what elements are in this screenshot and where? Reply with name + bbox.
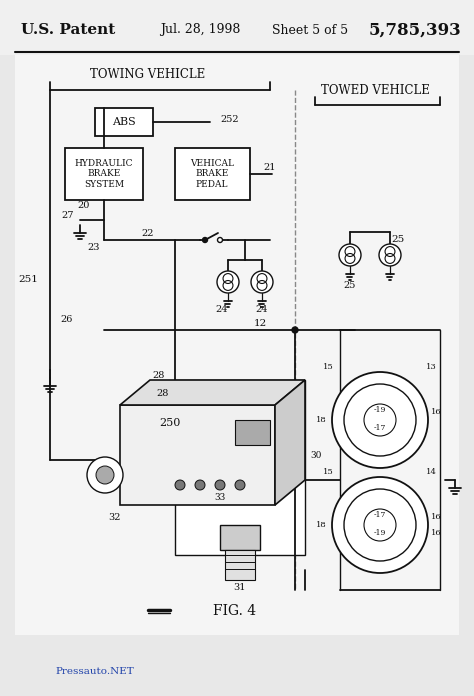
Text: 18: 18 <box>316 521 327 529</box>
Text: ABS: ABS <box>112 117 136 127</box>
Circle shape <box>235 480 245 490</box>
Text: 22: 22 <box>142 228 154 237</box>
Circle shape <box>215 480 225 490</box>
Circle shape <box>175 480 185 490</box>
Text: 13: 13 <box>426 363 437 371</box>
Bar <box>220 525 260 550</box>
Circle shape <box>251 271 273 293</box>
Bar <box>120 405 275 505</box>
Text: Sheet 5 of 5: Sheet 5 of 5 <box>272 24 348 36</box>
Circle shape <box>195 480 205 490</box>
Text: 24: 24 <box>256 306 268 315</box>
Circle shape <box>332 477 428 573</box>
Text: VEHICAL
BRAKE
PEDAL: VEHICAL BRAKE PEDAL <box>190 159 234 189</box>
Text: 20: 20 <box>78 200 90 209</box>
Bar <box>235 420 270 445</box>
Bar <box>15 55 459 635</box>
Text: 251: 251 <box>18 276 38 285</box>
Text: 33: 33 <box>214 493 226 502</box>
Text: 28: 28 <box>157 388 169 397</box>
Text: TOWING VEHICLE: TOWING VEHICLE <box>91 68 206 81</box>
Text: 21: 21 <box>263 164 275 173</box>
Circle shape <box>217 271 239 293</box>
Bar <box>95 108 153 136</box>
Text: 16: 16 <box>431 513 442 521</box>
Bar <box>175 148 250 200</box>
Text: TOWED VEHICLE: TOWED VEHICLE <box>320 84 429 97</box>
Text: -17: -17 <box>374 424 386 432</box>
Text: 15: 15 <box>323 363 334 371</box>
Text: 5,785,393: 5,785,393 <box>369 22 461 38</box>
Text: 32: 32 <box>109 512 121 521</box>
Text: 250: 250 <box>159 418 181 428</box>
Text: 24: 24 <box>216 306 228 315</box>
Text: 30: 30 <box>310 450 321 459</box>
Bar <box>65 148 143 200</box>
Text: 27: 27 <box>62 212 74 221</box>
Text: 252: 252 <box>220 115 238 123</box>
Polygon shape <box>275 380 305 505</box>
Text: Pressauto.NET: Pressauto.NET <box>55 667 134 677</box>
Text: 25: 25 <box>344 280 356 290</box>
Text: -19: -19 <box>374 529 386 537</box>
Circle shape <box>96 466 114 484</box>
Circle shape <box>292 327 298 333</box>
Text: 18: 18 <box>316 416 327 424</box>
Text: -17: -17 <box>374 511 386 519</box>
Text: U.S. Patent: U.S. Patent <box>21 23 115 37</box>
Text: FIG. 4: FIG. 4 <box>213 604 256 618</box>
Bar <box>0 0 474 55</box>
Text: Jul. 28, 1998: Jul. 28, 1998 <box>160 24 240 36</box>
Text: 15: 15 <box>323 468 334 476</box>
Text: 14: 14 <box>426 468 437 476</box>
Circle shape <box>379 244 401 266</box>
Text: 16: 16 <box>431 408 442 416</box>
Text: -19: -19 <box>374 406 386 414</box>
Text: 26: 26 <box>60 315 73 324</box>
Text: 25: 25 <box>392 235 405 244</box>
Bar <box>175 380 305 555</box>
Text: 23: 23 <box>87 244 100 253</box>
Text: 16: 16 <box>431 529 442 537</box>
Circle shape <box>332 372 428 468</box>
Circle shape <box>202 237 208 242</box>
Bar <box>225 550 255 580</box>
Polygon shape <box>120 380 305 405</box>
Text: 28: 28 <box>153 370 165 379</box>
Circle shape <box>87 457 123 493</box>
Circle shape <box>339 244 361 266</box>
Text: 31: 31 <box>234 583 246 592</box>
Circle shape <box>218 237 222 242</box>
Text: 12: 12 <box>254 319 266 328</box>
Text: HYDRAULIC
BRAKE
SYSTEM: HYDRAULIC BRAKE SYSTEM <box>75 159 133 189</box>
